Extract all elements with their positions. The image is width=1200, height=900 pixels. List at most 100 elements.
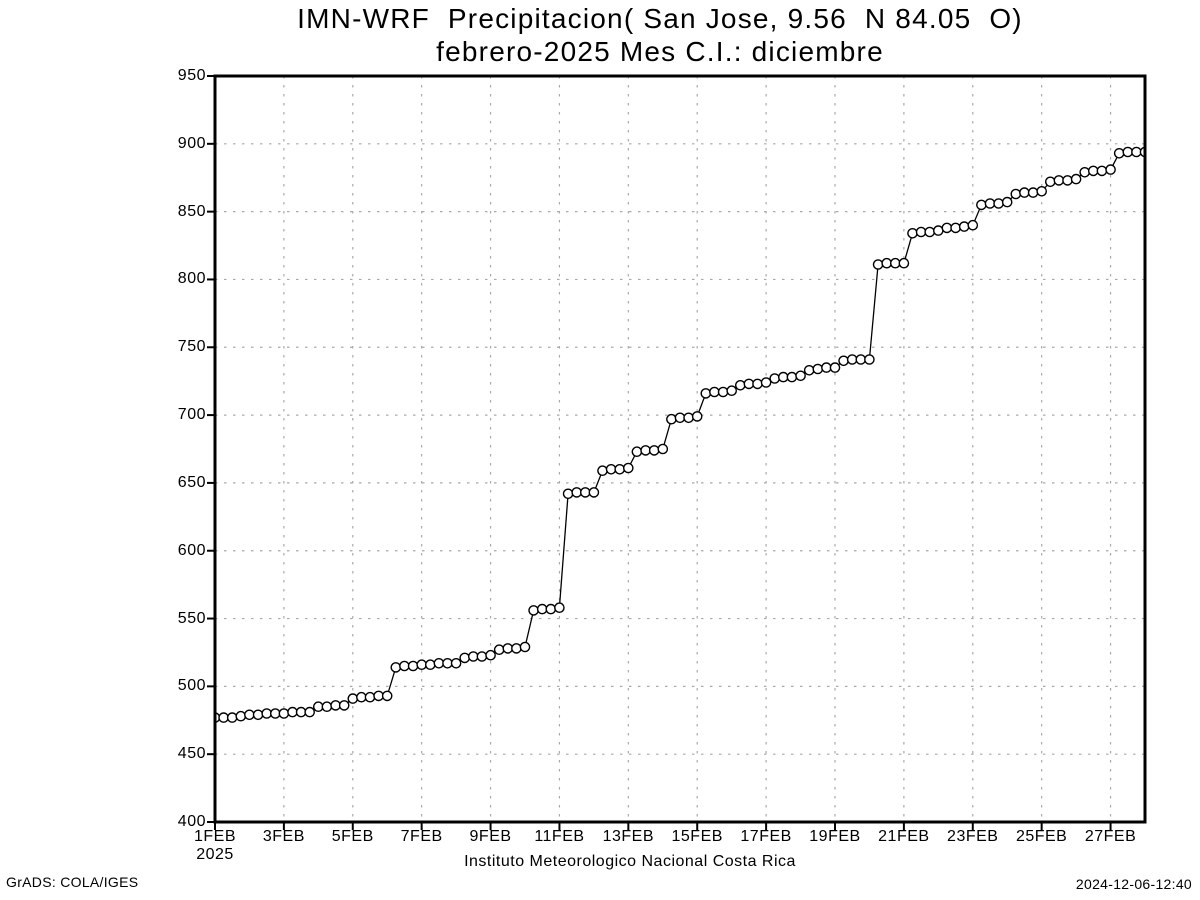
data-point-marker (1053, 175, 1065, 186)
data-point-marker (528, 605, 539, 616)
data-point-marker (976, 199, 987, 211)
data-point-marker (769, 373, 781, 384)
data-point-marker (691, 411, 703, 422)
data-point-marker (1062, 175, 1073, 186)
data-point-marker (958, 221, 970, 232)
data-point-marker (864, 354, 875, 365)
x-tick-label: 1FEB (193, 828, 236, 845)
y-tick-label: 400 (177, 813, 206, 830)
data-point-marker (674, 412, 686, 424)
data-point-marker (1113, 147, 1125, 159)
data-point-marker (467, 651, 479, 662)
chart-title-block: IMN-WRF Precipitacion( San Jose, 9.56 N … (120, 2, 1200, 68)
data-point-marker (907, 227, 918, 239)
y-tick-label: 850 (177, 202, 206, 220)
data-point-marker (261, 708, 273, 719)
data-point-marker (235, 710, 247, 722)
data-point-marker (269, 708, 281, 719)
data-point-marker (218, 712, 229, 723)
data-point-marker (244, 709, 255, 721)
data-point-marker (536, 603, 548, 615)
data-point-marker (330, 700, 341, 711)
data-point-marker (640, 445, 651, 456)
data-point-marker (1070, 173, 1082, 185)
timestamp-text: 2024-12-06-12:40 (1075, 876, 1192, 892)
data-point-marker (924, 226, 936, 238)
y-tick-label: 950 (177, 67, 206, 84)
x-tick-label: 21FEB (878, 828, 930, 845)
grads-credit-text: GrADS: COLA/IGES (6, 874, 139, 890)
data-point-marker (623, 462, 634, 474)
data-point-marker (984, 198, 996, 209)
data-point-marker (373, 690, 384, 702)
x-tick-label: 23FEB (947, 828, 999, 845)
data-point-marker (950, 222, 961, 234)
data-point-marker (760, 377, 772, 388)
data-point-marker (493, 644, 505, 656)
x-tick-label: 17FEB (740, 828, 792, 845)
data-point-marker (795, 370, 806, 382)
data-point-marker (915, 226, 927, 238)
data-point-marker (295, 706, 307, 718)
data-series (215, 146, 1145, 723)
data-point-marker (1096, 165, 1108, 177)
data-point-marker (312, 701, 324, 713)
data-point-marker (700, 388, 712, 399)
data-point-marker (407, 660, 419, 672)
data-point-marker (614, 463, 626, 475)
x-tick-label: 25FEB (1015, 828, 1068, 845)
data-point-marker (1001, 196, 1013, 208)
chart-title: IMN-WRF Precipitacion( San Jose, 9.56 N … (297, 3, 1023, 34)
x-axis-caption: Instituto Meteorologico Nacional Costa R… (464, 853, 796, 870)
data-point-marker (442, 658, 453, 669)
data-point-marker (993, 198, 1004, 209)
data-point-marker (821, 362, 832, 373)
y-tick-label: 450 (177, 745, 206, 763)
data-point-marker (683, 412, 694, 424)
data-point-marker (416, 659, 428, 671)
data-point-marker (588, 487, 600, 498)
data-point-marker (226, 712, 238, 723)
data-point-marker (855, 354, 867, 365)
data-point-marker (1036, 185, 1047, 197)
data-point-marker (554, 602, 565, 614)
data-point-marker (597, 465, 608, 477)
data-point-marker (846, 354, 858, 365)
y-tick-label: 500 (177, 677, 206, 695)
y-tick-label: 650 (177, 473, 206, 491)
data-point-marker (743, 378, 755, 390)
data-point-marker (786, 371, 798, 383)
data-point-marker (338, 700, 350, 711)
data-point-marker (287, 706, 298, 718)
data-point-marker (571, 487, 583, 498)
data-point-marker (709, 386, 720, 398)
data-point-marker (545, 603, 557, 615)
data-point-marker (1010, 188, 1022, 200)
x-axis-year-label: 2025 (196, 846, 234, 863)
data-point-marker (1088, 165, 1099, 177)
y-tick-label: 550 (177, 609, 206, 627)
plot-frame (213, 74, 1147, 824)
data-point-marker (1019, 187, 1030, 198)
data-point-marker (321, 701, 333, 713)
x-tick-label: 9FEB (469, 828, 512, 845)
data-point-marker (812, 363, 824, 375)
data-point-marker (829, 362, 841, 373)
data-point-marker (502, 643, 514, 654)
data-point-marker (381, 690, 393, 702)
data-point-marker (1027, 187, 1039, 198)
x-tick-label: 13FEB (602, 828, 655, 845)
data-point-marker (399, 660, 410, 672)
data-point-marker (933, 225, 944, 236)
data-point-marker (1105, 164, 1116, 175)
chart-subtitle: febrero-2025 Mes C.I.: diciembre (436, 36, 884, 67)
data-point-marker (898, 257, 910, 269)
x-tick-label: 5FEB (331, 828, 374, 845)
data-point-marker (717, 386, 729, 398)
data-point-marker (424, 659, 436, 671)
data-point-marker (881, 257, 893, 269)
data-point-marker (1045, 176, 1056, 188)
data-point-marker (605, 463, 617, 475)
x-tick-label: 3FEB (262, 828, 305, 845)
